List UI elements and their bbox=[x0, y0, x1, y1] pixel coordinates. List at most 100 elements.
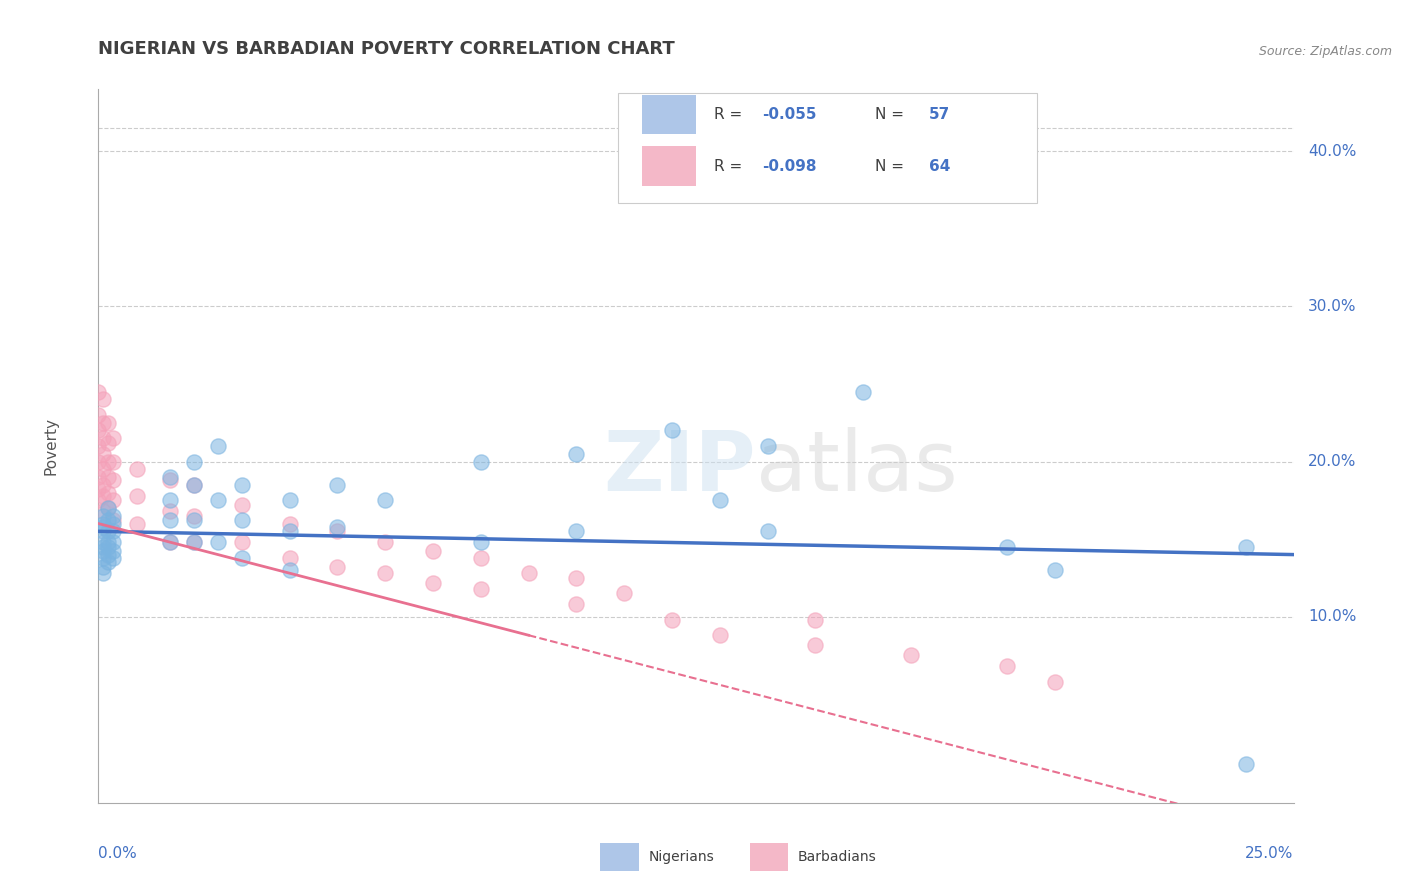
Point bbox=[91, 516, 114, 531]
Point bbox=[613, 586, 636, 600]
Point bbox=[326, 560, 349, 574]
Point bbox=[159, 493, 181, 508]
Point bbox=[97, 535, 120, 549]
Point bbox=[91, 566, 114, 581]
Text: Source: ZipAtlas.com: Source: ZipAtlas.com bbox=[1258, 45, 1392, 58]
Point bbox=[125, 462, 148, 476]
Text: 10.0%: 10.0% bbox=[1308, 609, 1357, 624]
Point bbox=[517, 566, 540, 581]
Point bbox=[91, 540, 114, 554]
Point bbox=[101, 524, 124, 539]
Point bbox=[87, 470, 110, 484]
Point bbox=[91, 544, 114, 558]
Point bbox=[756, 439, 779, 453]
Point bbox=[87, 439, 110, 453]
Point bbox=[91, 447, 114, 461]
Text: -0.098: -0.098 bbox=[762, 159, 817, 174]
Point bbox=[91, 477, 114, 491]
Point bbox=[374, 566, 396, 581]
Point bbox=[183, 508, 205, 523]
Point bbox=[709, 493, 731, 508]
Point bbox=[661, 424, 683, 438]
Point bbox=[565, 524, 588, 539]
Point bbox=[87, 454, 110, 468]
Point bbox=[91, 392, 114, 407]
Point bbox=[87, 384, 110, 399]
Point bbox=[183, 477, 205, 491]
Point bbox=[159, 504, 181, 518]
Point bbox=[87, 424, 110, 438]
Point bbox=[101, 550, 124, 565]
Point bbox=[159, 513, 181, 527]
Text: N =: N = bbox=[875, 107, 910, 122]
Point bbox=[231, 550, 253, 565]
Point bbox=[804, 613, 827, 627]
Point bbox=[91, 431, 114, 445]
Point bbox=[159, 473, 181, 487]
Point bbox=[91, 416, 114, 430]
Point bbox=[183, 477, 205, 491]
Point bbox=[565, 597, 588, 611]
Text: Poverty: Poverty bbox=[44, 417, 58, 475]
Point bbox=[183, 513, 205, 527]
Text: N =: N = bbox=[875, 159, 910, 174]
Point bbox=[374, 535, 396, 549]
Point bbox=[97, 470, 120, 484]
Point bbox=[97, 524, 120, 539]
Point bbox=[470, 550, 492, 565]
Point bbox=[159, 535, 181, 549]
Point bbox=[97, 454, 120, 468]
Text: 57: 57 bbox=[929, 107, 950, 122]
Point bbox=[97, 416, 120, 430]
Point bbox=[97, 436, 120, 450]
Point bbox=[326, 524, 349, 539]
Point bbox=[278, 550, 301, 565]
Point bbox=[326, 477, 349, 491]
Point bbox=[101, 431, 124, 445]
Point bbox=[125, 489, 148, 503]
Point bbox=[326, 519, 349, 533]
Text: R =: R = bbox=[714, 107, 747, 122]
Point bbox=[422, 575, 444, 590]
Point bbox=[91, 508, 114, 523]
Text: 64: 64 bbox=[929, 159, 950, 174]
Point bbox=[231, 535, 253, 549]
Text: 40.0%: 40.0% bbox=[1308, 144, 1357, 159]
Point bbox=[101, 513, 124, 527]
Text: NIGERIAN VS BARBADIAN POVERTY CORRELATION CHART: NIGERIAN VS BARBADIAN POVERTY CORRELATIO… bbox=[98, 40, 675, 58]
Point bbox=[91, 560, 114, 574]
Point bbox=[207, 493, 229, 508]
Point bbox=[183, 535, 205, 549]
Point bbox=[97, 555, 120, 569]
Point bbox=[852, 384, 875, 399]
Text: 25.0%: 25.0% bbox=[1246, 847, 1294, 862]
Point bbox=[1234, 540, 1257, 554]
Text: 30.0%: 30.0% bbox=[1308, 299, 1357, 314]
Point bbox=[87, 408, 110, 422]
Text: 20.0%: 20.0% bbox=[1308, 454, 1357, 469]
Text: Barbadians: Barbadians bbox=[797, 850, 876, 864]
Point bbox=[661, 613, 683, 627]
Point bbox=[97, 540, 120, 554]
Text: -0.055: -0.055 bbox=[762, 107, 817, 122]
Point bbox=[159, 470, 181, 484]
Point bbox=[101, 454, 124, 468]
FancyBboxPatch shape bbox=[600, 844, 638, 871]
Text: atlas: atlas bbox=[756, 427, 957, 508]
Point bbox=[565, 571, 588, 585]
Point bbox=[91, 489, 114, 503]
Point bbox=[1043, 674, 1066, 689]
Text: 0.0%: 0.0% bbox=[98, 847, 138, 862]
Point bbox=[470, 582, 492, 596]
Point bbox=[101, 473, 124, 487]
Point bbox=[183, 454, 205, 468]
Point bbox=[709, 628, 731, 642]
Point bbox=[97, 485, 120, 500]
Point bbox=[101, 493, 124, 508]
Point bbox=[278, 493, 301, 508]
FancyBboxPatch shape bbox=[643, 95, 696, 134]
FancyBboxPatch shape bbox=[643, 146, 696, 186]
Point bbox=[101, 535, 124, 549]
Text: ZIP: ZIP bbox=[603, 427, 756, 508]
Point bbox=[422, 544, 444, 558]
